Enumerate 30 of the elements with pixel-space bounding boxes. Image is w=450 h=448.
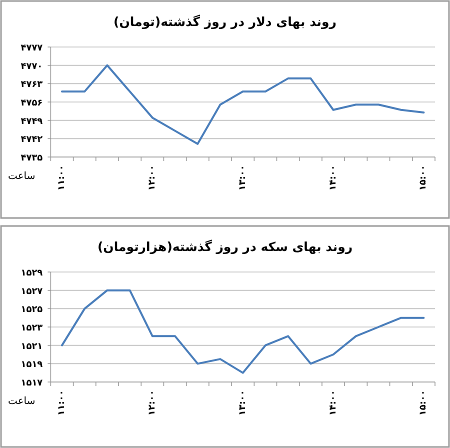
x-tick-label: ۱۴:۰۰ xyxy=(328,165,338,191)
y-tick-label: ۴۷۳۵ xyxy=(20,154,44,164)
x-tick-label: ۱۳:۰۰ xyxy=(238,390,248,416)
x-tick-label: ۱۱:۰۰ xyxy=(57,165,68,191)
x-tick-label: ۱۵:۰۰ xyxy=(418,165,429,191)
x-tick-label: ۱۲:۰۰ xyxy=(147,165,158,191)
x-axis-title: ساعت xyxy=(8,396,36,407)
chart-title: روند بهای سکه در روز گذشته(هزارتومان) xyxy=(97,239,353,255)
y-tick-label: ۱۵۱۷ xyxy=(20,378,44,388)
y-tick-label: ۱۵۱۹ xyxy=(20,360,44,370)
x-tick-label: ۱۵:۰۰ xyxy=(418,390,429,416)
y-tick-label: ۱۵۲۷ xyxy=(20,286,44,297)
y-tick-label: ۱۵۲۵ xyxy=(20,305,44,316)
x-tick-label: ۱۳:۰۰ xyxy=(238,165,248,191)
x-axis-title: ساعت xyxy=(8,171,36,182)
y-tick-label: ۴۷۷۷ xyxy=(20,44,44,54)
y-tick-label: ۱۵۲۹ xyxy=(20,268,44,278)
y-tick-label: ۱۵۲۱ xyxy=(20,342,43,352)
y-tick-label: ۴۷۷۰ xyxy=(20,62,43,72)
y-tick-label: ۴۷۴۹ xyxy=(20,116,44,127)
x-tick-label: ۱۴:۰۰ xyxy=(328,390,338,416)
chart-title: روند بهای دلار در روز گذشته(تومان) xyxy=(114,14,336,30)
y-tick-label: ۴۷۵۶ xyxy=(20,98,43,108)
line-series xyxy=(61,289,425,374)
y-tick-label: ۴۷۴۲ xyxy=(20,135,44,146)
line-series xyxy=(61,64,425,145)
x-tick-label: ۱۲:۰۰ xyxy=(147,390,158,416)
y-tick-label: ۴۷۶۳ xyxy=(20,80,44,90)
y-tick-label: ۱۵۲۳ xyxy=(20,324,44,334)
x-tick-label: ۱۱:۰۰ xyxy=(57,390,68,416)
